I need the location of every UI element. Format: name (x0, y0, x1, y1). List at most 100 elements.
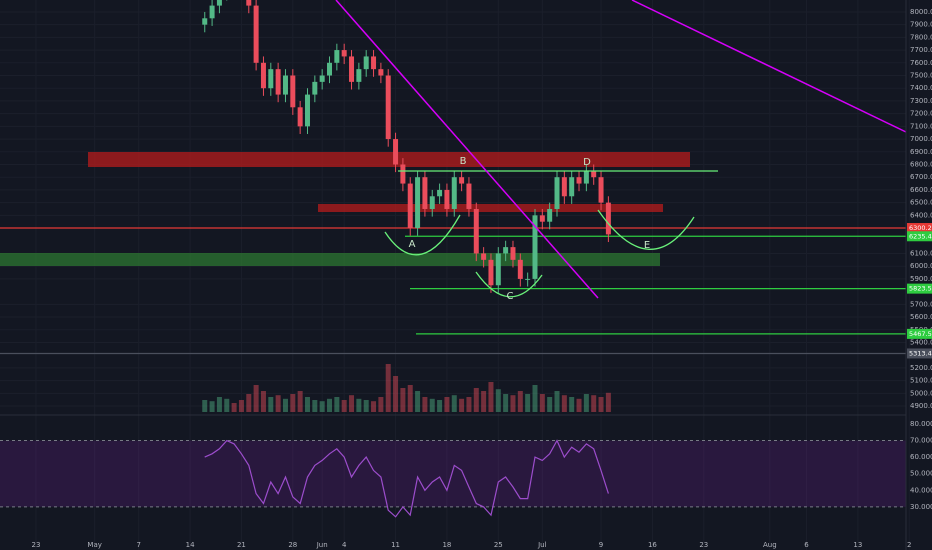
volume-bar (216, 397, 222, 412)
y-tick-label: 5900.00 (910, 275, 932, 283)
volume-bar (224, 398, 230, 412)
x-tick-label: 6 (804, 541, 809, 549)
x-tick-label: 11 (391, 541, 400, 549)
candle-body (378, 69, 384, 76)
candle-body (268, 69, 274, 89)
volume-bar (378, 397, 384, 412)
trend-line (631, 0, 907, 133)
candle-body (605, 202, 611, 235)
candle-body (385, 75, 391, 140)
x-tick-label: 21 (237, 541, 246, 549)
cup-curve (597, 209, 695, 250)
candles (202, 0, 611, 412)
price-tag (907, 231, 932, 242)
volume-bar (532, 385, 538, 412)
y-tick-label: 6000.00 (910, 262, 932, 270)
resistance-zone (88, 152, 690, 167)
y-tick-label: 4900.00 (910, 402, 932, 410)
rsi-tick-label: 40.0000 (910, 486, 932, 494)
candle-body (598, 177, 604, 203)
candle-body (341, 50, 347, 57)
support-zone (0, 253, 660, 266)
volume-bar (246, 394, 252, 412)
candle-body (312, 81, 318, 95)
volume-bar (422, 397, 428, 412)
volume-bar (407, 385, 413, 412)
candle-body (415, 177, 421, 229)
rsi-line (204, 439, 609, 518)
candle-body (583, 170, 589, 184)
y-tick-label: 7700.00 (910, 46, 932, 54)
price-tag-label: 5467.54 (909, 330, 932, 338)
volume-bar (598, 397, 604, 412)
rsi-pane (0, 439, 906, 518)
candle-body (437, 189, 443, 197)
volume-bar (341, 400, 347, 412)
candle-body (297, 107, 303, 127)
volume-bar (437, 400, 443, 412)
price-tag (907, 223, 932, 234)
y-tick-label: 7500.00 (910, 72, 932, 80)
x-tick-label: 25 (494, 541, 503, 549)
volume-bar (363, 400, 369, 412)
x-tick-label: 9 (599, 541, 603, 549)
y-tick-label: 7300.00 (910, 97, 932, 105)
volume-bar (459, 398, 465, 412)
volume-bar (275, 395, 281, 412)
candle-body (304, 94, 310, 127)
rsi-tick-label: 60.0000 (910, 453, 932, 461)
candle-body (525, 278, 531, 280)
candle-body (246, 0, 252, 6)
volume-bar (282, 398, 288, 412)
candle-body (510, 247, 516, 260)
candle-body (290, 75, 296, 108)
candle-body (591, 170, 597, 178)
trend-line (335, 0, 599, 299)
price-tag-label: 5313.46 (909, 349, 932, 357)
volume-bar (451, 395, 457, 412)
x-tick-label: 18 (442, 541, 451, 549)
volume-bar (539, 394, 545, 412)
candle-body (407, 183, 413, 229)
volume-bar (253, 385, 259, 412)
volume-bar (591, 395, 597, 412)
x-tick-label: Aug (763, 541, 777, 549)
candle-body (202, 18, 208, 25)
pattern-label: B (460, 156, 467, 167)
volume-bar (304, 397, 310, 412)
x-tick-label: 14 (186, 541, 195, 549)
candle-body (451, 177, 457, 209)
volume-bar (290, 394, 296, 412)
volume-bar (554, 391, 560, 412)
y-tick-label: 5200.00 (910, 364, 932, 372)
y-tick-label: 6100.00 (910, 249, 932, 257)
rsi-tick-label: 70.0000 (910, 437, 932, 445)
candle-body (459, 177, 465, 184)
x-tick-label: 4 (342, 541, 347, 549)
candle-body (554, 177, 560, 209)
candle-body (503, 247, 509, 254)
candle-body (488, 259, 494, 286)
candle-body (209, 5, 215, 19)
candle-body (561, 177, 567, 197)
y-tick-label: 6900.00 (910, 148, 932, 156)
cup-curves (384, 209, 695, 298)
candle-body (495, 253, 501, 286)
candle-body (216, 0, 222, 6)
candle-body (466, 183, 472, 209)
volume-bar (429, 398, 435, 412)
y-tick-label: 7600.00 (910, 59, 932, 67)
y-tick-label: 5400.00 (910, 338, 932, 346)
y-tick-label: 5100.00 (910, 377, 932, 385)
rsi-tick-label: 30.0000 (910, 503, 932, 511)
x-tick-label: 28 (288, 541, 297, 549)
volume-bar (238, 400, 244, 412)
volume-bar (473, 388, 479, 412)
volume-bar (319, 401, 325, 412)
volume-bar (488, 382, 494, 412)
y-tick-label: 6600.00 (910, 186, 932, 194)
candle-body (539, 215, 545, 222)
volume-bar (525, 394, 531, 412)
